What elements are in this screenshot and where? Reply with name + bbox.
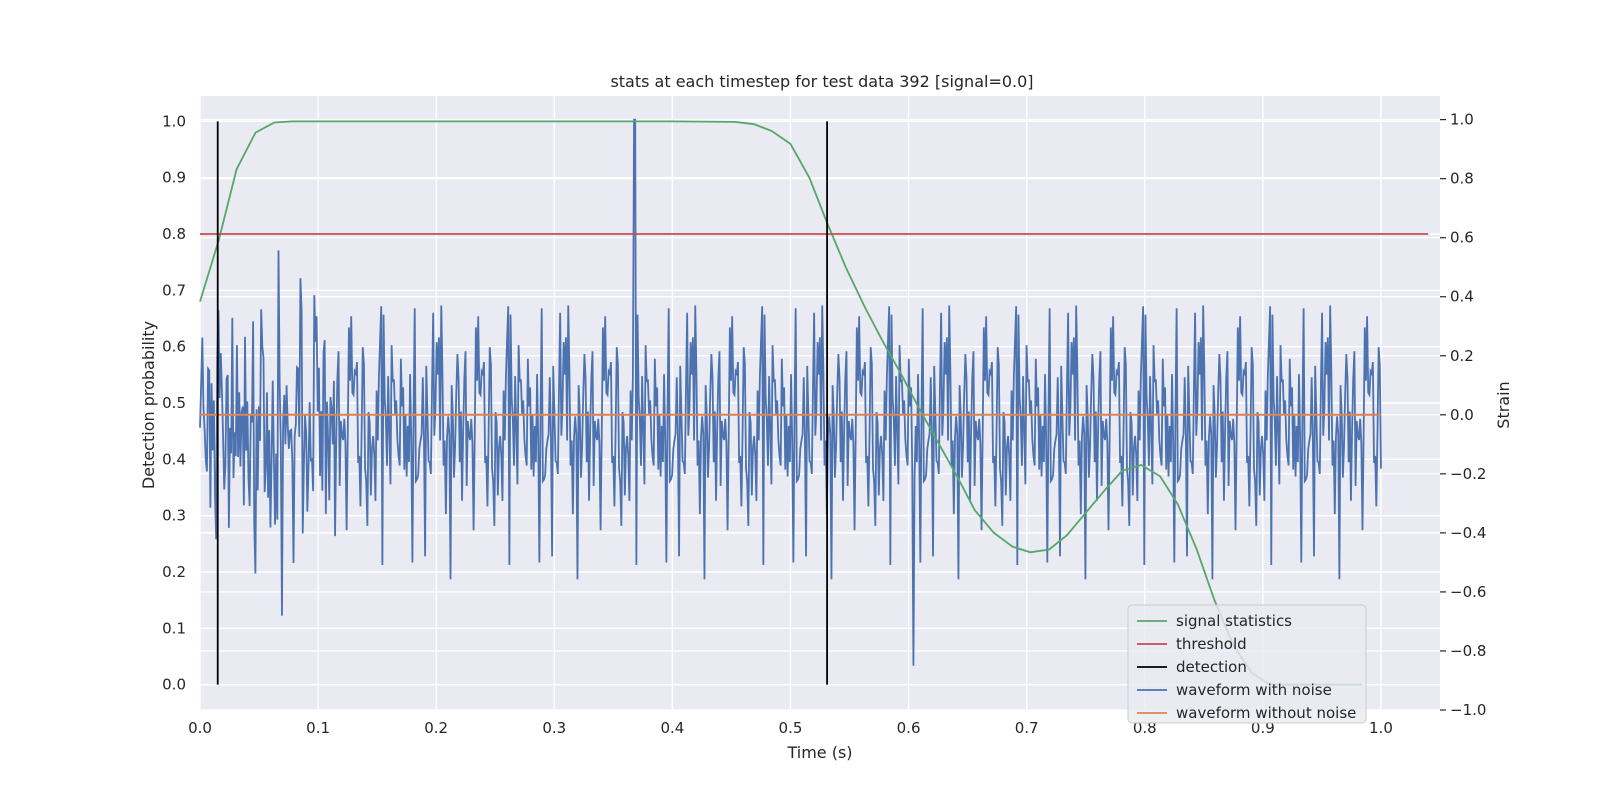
legend-label: signal statistics [1176, 612, 1292, 630]
x-tick-label: 0.3 [542, 719, 566, 737]
x-tick-label: 0.2 [424, 719, 448, 737]
y-right-tick-label: 1.0 [1450, 111, 1474, 129]
y-right-axis-label: Strain [1494, 381, 1513, 428]
x-tick-label: 1.0 [1369, 719, 1393, 737]
y-right-tick-label: −0.4 [1450, 524, 1486, 542]
y-left-tick-label: 0.5 [162, 394, 186, 412]
y-right-tick-label: 0.6 [1450, 229, 1474, 247]
y-right-tick-label: 0.0 [1450, 406, 1474, 424]
y-left-tick-label: 0.6 [162, 338, 186, 356]
legend: signal statistics threshold detection wavef… [1127, 604, 1367, 724]
x-tick-label: 0.5 [779, 719, 803, 737]
y-left-tick-label: 0.3 [162, 507, 186, 525]
y-left-tick-label: 1.0 [162, 112, 186, 130]
y-right-tick-label: −0.8 [1450, 642, 1486, 660]
y-right-tick-label: 0.4 [1450, 288, 1474, 306]
y-left-tick-label: 0.8 [162, 225, 186, 243]
tick-labels: 0.0 0.1 0.2 0.3 0.4 0.5 0.6 0.7 0.8 0.9 1.0 0.0 0.1 0… [162, 111, 1486, 737]
legend-label: waveform with noise [1176, 681, 1332, 699]
y-left-tick-label: 0.7 [162, 281, 186, 299]
legend-label: threshold [1176, 635, 1247, 653]
legend-box [1127, 604, 1367, 724]
y-right-tick-label: 0.2 [1450, 347, 1474, 365]
y-left-tick-label: 0.2 [162, 563, 186, 581]
legend-label: waveform without noise [1176, 704, 1356, 722]
y-left-tick-label: 0.4 [162, 450, 186, 468]
x-tick-label: 0.0 [188, 719, 212, 737]
y-left-tick-label: 0.0 [162, 676, 186, 694]
y-left-tick-label: 0.9 [162, 169, 186, 187]
x-tick-label: 0.6 [897, 719, 921, 737]
x-tick-label: 0.7 [1015, 719, 1039, 737]
y-right-tick-label: −0.2 [1450, 465, 1486, 483]
y-right-tick-label: 0.8 [1450, 170, 1474, 188]
y-left-tick-label: 0.1 [162, 619, 186, 637]
series-waveform-with-noise [199, 118, 1382, 666]
x-tick-label: 0.4 [660, 719, 684, 737]
x-axis-label: Time (s) [786, 743, 852, 762]
y-right-tick-label: −1.0 [1450, 701, 1486, 719]
y-right-tick-label: −0.6 [1450, 583, 1486, 601]
legend-label: detection [1176, 658, 1247, 676]
y-left-axis-label: Detection probability [139, 321, 158, 489]
x-tick-label: 0.1 [306, 719, 330, 737]
chart-title: stats at each timestep for test data 392… [610, 72, 1033, 91]
